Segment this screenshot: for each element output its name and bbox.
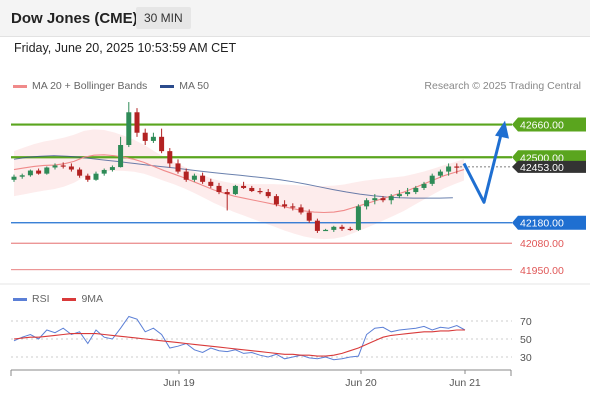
candle-body xyxy=(421,183,427,188)
instrument-title: Dow Jones (CME) xyxy=(11,10,138,27)
candle-body xyxy=(200,175,206,182)
candle-body xyxy=(191,175,197,180)
candle-body xyxy=(77,169,83,176)
level-tag-1 xyxy=(512,150,586,165)
candle-body xyxy=(380,198,386,201)
level-label-0: 42660.00 xyxy=(520,120,564,132)
candle-body xyxy=(355,206,361,230)
timestamp: Friday, June 20, 2025 10:53:59 AM CET xyxy=(14,41,237,55)
candle-body xyxy=(175,163,181,172)
candle-body xyxy=(339,226,345,229)
rsi-line xyxy=(13,315,466,361)
ma50-swatch xyxy=(160,84,175,88)
candle-body xyxy=(19,175,25,177)
candle-body xyxy=(257,191,263,193)
candle-body xyxy=(323,229,329,232)
candle-body xyxy=(52,165,58,168)
rsi-legend: RSI 9MA xyxy=(13,293,103,305)
rsi-tick-30: 30 xyxy=(520,352,532,364)
candle-body xyxy=(282,204,288,207)
candle-body xyxy=(364,200,370,207)
candle-body xyxy=(241,185,247,188)
candle-body xyxy=(216,185,222,193)
x-axis-label: Jun 19 xyxy=(163,377,195,389)
x-axis-label: Jun 21 xyxy=(449,377,481,389)
candle-body xyxy=(134,112,140,133)
candle-body xyxy=(118,145,124,168)
rsi-tick-70: 70 xyxy=(520,316,532,328)
candle-body xyxy=(142,132,148,141)
credit-text: Research © 2025 Trading Central xyxy=(424,80,581,92)
candle-body xyxy=(331,226,337,230)
candle-body xyxy=(109,167,115,170)
x-axis-label: Jun 20 xyxy=(345,377,377,389)
candle-body xyxy=(249,187,255,192)
ma20-swatch xyxy=(13,84,27,88)
timeframe-button[interactable]: 30 MIN xyxy=(136,7,191,29)
9ma-line xyxy=(13,329,465,357)
candle-body xyxy=(167,151,173,164)
ma9-swatch xyxy=(62,297,77,301)
candle-body xyxy=(101,169,107,174)
candle-body xyxy=(314,220,320,231)
candle-body xyxy=(183,171,189,180)
current-price-tag xyxy=(512,160,586,173)
candle-body xyxy=(273,196,279,205)
candle-body xyxy=(290,206,296,208)
candle-body xyxy=(396,194,402,197)
level-label-3: 42080.00 xyxy=(520,238,564,250)
candle-body xyxy=(298,207,304,213)
candle-body xyxy=(36,170,42,174)
candle-body xyxy=(232,185,238,195)
candle-body xyxy=(85,175,91,180)
candle-body xyxy=(437,171,443,176)
ma9-legend-label: 9MA xyxy=(81,293,104,305)
rsi-swatch xyxy=(13,297,27,301)
candle-body xyxy=(388,196,394,201)
candle-body xyxy=(93,173,99,180)
candle-body xyxy=(44,167,50,174)
candle-body xyxy=(306,212,312,221)
ma20-legend-label: MA 20 + Bollinger Bands xyxy=(32,80,148,92)
current-price-label: 42453.00 xyxy=(520,162,564,174)
header-bar: Dow Jones (CME) 30 MIN xyxy=(0,0,590,37)
rsi-tick-50: 50 xyxy=(520,334,532,346)
candle-body xyxy=(224,192,230,195)
candle-body xyxy=(60,165,66,167)
candle-body xyxy=(372,198,378,201)
ma50-line xyxy=(13,155,453,199)
level-label-2: 42180.00 xyxy=(520,218,564,230)
candle-body xyxy=(208,181,214,186)
candle-body xyxy=(11,176,17,180)
ma50-legend-label: MA 50 xyxy=(179,80,209,92)
candle-body xyxy=(27,170,33,176)
candle-body xyxy=(126,112,132,145)
candle-body xyxy=(413,187,419,193)
candle-body xyxy=(446,166,452,172)
candle-body xyxy=(429,175,435,184)
candle-body xyxy=(265,192,271,197)
projection-arrow xyxy=(462,126,505,204)
candle-body xyxy=(68,166,74,170)
projection-arrowhead xyxy=(495,120,509,139)
level-tag-0 xyxy=(512,117,586,132)
candle-body xyxy=(159,136,165,152)
candle-body xyxy=(454,166,460,168)
candle-body xyxy=(405,192,411,195)
candle-body xyxy=(347,228,353,231)
candle-body xyxy=(150,136,156,141)
level-label-4: 41950.00 xyxy=(520,265,564,277)
level-tag-2 xyxy=(512,215,586,230)
price-legend: MA 20 + Bollinger Bands MA 50 xyxy=(13,80,209,92)
rsi-legend-label: RSI xyxy=(32,293,50,305)
